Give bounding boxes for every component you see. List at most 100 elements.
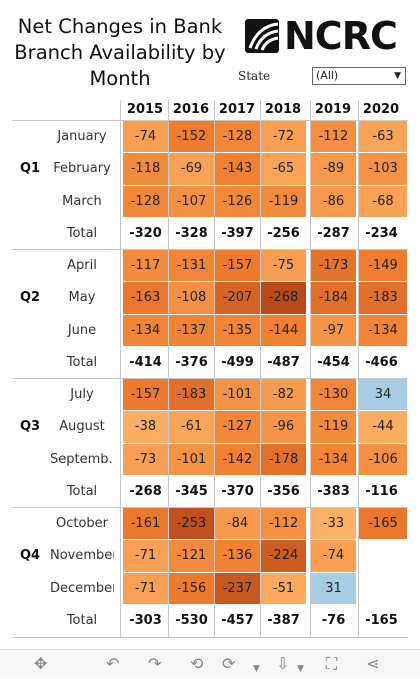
total-cell: -530: [175, 612, 208, 628]
heatmap-cell[interactable]: -207: [215, 282, 260, 314]
download-icon[interactable]: ⇩: [276, 654, 290, 673]
heatmap-cell[interactable]: -38: [123, 411, 168, 443]
heatmap-cell[interactable]: -44: [359, 411, 407, 443]
heatmap-cell[interactable]: -107: [169, 185, 214, 217]
heatmap-cell[interactable]: -108: [169, 282, 214, 314]
heatmap-cell[interactable]: -86: [311, 185, 356, 217]
heatmap-cell[interactable]: -128: [215, 121, 260, 153]
heatmap-cell[interactable]: -101: [215, 379, 260, 411]
heatmap-cell[interactable]: -112: [261, 508, 306, 540]
heatmap-cell[interactable]: -135: [215, 314, 260, 346]
heatmap-cell[interactable]: -161: [123, 508, 168, 540]
heatmap-cell[interactable]: -89: [311, 153, 356, 185]
heatmap-cell[interactable]: -72: [261, 121, 306, 153]
heatmap-cell[interactable]: -144: [261, 314, 306, 346]
year-header: 2018: [264, 102, 302, 117]
redo-icon[interactable]: ↷: [148, 654, 162, 673]
heatmap-cell[interactable]: -237: [215, 572, 260, 604]
total-cell: -256: [267, 225, 300, 241]
heatmap-cell[interactable]: -61: [169, 411, 214, 443]
heatmap-cell[interactable]: -82: [261, 379, 306, 411]
heatmap-cell[interactable]: -128: [123, 185, 168, 217]
undo-icon[interactable]: ↶: [106, 654, 120, 673]
heatmap-cell[interactable]: -75: [261, 250, 306, 282]
heatmap-cell[interactable]: -117: [123, 250, 168, 282]
heatmap-cell[interactable]: -134: [311, 443, 356, 475]
total-cell: -234: [365, 225, 398, 241]
heatmap-cell[interactable]: -142: [215, 443, 260, 475]
heatmap-cell[interactable]: -97: [311, 314, 356, 346]
state-filter-dropdown[interactable]: (All) ▼: [312, 67, 406, 85]
heatmap-cell[interactable]: -71: [123, 572, 168, 604]
heatmap-cell[interactable]: -73: [123, 443, 168, 475]
heatmap-cell[interactable]: -156: [169, 572, 214, 604]
heatmap-cell[interactable]: -253: [169, 508, 214, 540]
heatmap-cell[interactable]: -173: [311, 250, 356, 282]
heatmap-cell[interactable]: -134: [359, 314, 407, 346]
heatmap-cell[interactable]: -143: [215, 153, 260, 185]
heatmap-cell[interactable]: -157: [215, 250, 260, 282]
month-label: May: [68, 290, 96, 306]
heatmap-cell[interactable]: -126: [215, 185, 260, 217]
heatmap-cell[interactable]: -84: [215, 508, 260, 540]
heatmap-cell[interactable]: -149: [359, 250, 407, 282]
heatmap-cell[interactable]: -184: [311, 282, 356, 314]
revert-icon[interactable]: ⟲: [190, 654, 204, 673]
heatmap-cell[interactable]: -136: [215, 540, 260, 572]
heatmap-cell[interactable]: -183: [359, 282, 407, 314]
heatmap-cell[interactable]: -71: [123, 540, 168, 572]
heatmap-cell[interactable]: -163: [123, 282, 168, 314]
total-label: Total: [66, 225, 98, 241]
year-header: 2020: [362, 102, 400, 117]
heatmap-cell[interactable]: 34: [359, 379, 407, 411]
total-cell: -397: [221, 225, 254, 241]
grid-line: [12, 637, 408, 638]
heatmap-cell[interactable]: -112: [311, 121, 356, 153]
refresh-icon[interactable]: ⟳: [222, 654, 236, 673]
heatmap-cell[interactable]: -65: [261, 153, 306, 185]
total-cell: -376: [175, 354, 208, 370]
month-label: April: [67, 258, 97, 273]
heatmap-cell[interactable]: -63: [359, 121, 407, 153]
download-dropdown-icon[interactable]: ▼: [297, 664, 304, 674]
heatmap-cell[interactable]: -68: [359, 185, 407, 217]
heatmap-cell[interactable]: -127: [215, 411, 260, 443]
heatmap-cell[interactable]: -131: [169, 250, 214, 282]
heatmap-cell[interactable]: -74: [311, 540, 356, 572]
heatmap-cell[interactable]: -268: [261, 282, 306, 314]
share-icon[interactable]: ⋖: [366, 654, 380, 673]
heatmap-cell[interactable]: -101: [169, 443, 214, 475]
heatmap-cell[interactable]: -103: [359, 153, 407, 185]
heatmap-cell[interactable]: -33: [311, 508, 356, 540]
month-label: June: [67, 322, 97, 338]
heatmap-cell[interactable]: -157: [123, 379, 168, 411]
heatmap-cell[interactable]: [359, 573, 407, 604]
quarter-label: Q4: [19, 548, 41, 564]
heatmap-cell[interactable]: -51: [261, 572, 306, 604]
heatmap-cell[interactable]: -178: [261, 443, 306, 475]
heatmap-cell[interactable]: -119: [261, 185, 306, 217]
heatmap-cell[interactable]: -69: [169, 153, 214, 185]
total-cell: -268: [129, 483, 162, 499]
heatmap-cell[interactable]: -134: [123, 314, 168, 346]
heatmap-cell[interactable]: [359, 540, 407, 571]
heatmap-cell[interactable]: -224: [261, 540, 306, 572]
heatmap-cell[interactable]: -152: [169, 121, 214, 153]
heatmap-cell[interactable]: -119: [311, 411, 356, 443]
heatmap-cell[interactable]: -165: [359, 508, 407, 540]
brand-name: NCRC: [284, 14, 398, 58]
heatmap-cell[interactable]: -106: [359, 443, 407, 475]
heatmap-cell[interactable]: 31: [311, 572, 356, 604]
heatmap-cell[interactable]: -118: [123, 153, 168, 185]
refresh-dropdown-icon[interactable]: ▼: [253, 664, 260, 674]
heatmap-cell[interactable]: -137: [169, 314, 214, 346]
year-header: 2017: [218, 102, 256, 117]
drag-icon[interactable]: ✥: [34, 654, 48, 673]
heatmap-cell[interactable]: -130: [311, 379, 356, 411]
heatmap-cell[interactable]: -183: [169, 379, 214, 411]
heatmap-cell[interactable]: -121: [169, 540, 214, 572]
heatmap-cell[interactable]: -96: [261, 411, 306, 443]
year-header: 2019: [314, 102, 352, 117]
fullscreen-icon[interactable]: ⛶: [326, 654, 338, 673]
heatmap-cell[interactable]: -74: [123, 121, 168, 153]
